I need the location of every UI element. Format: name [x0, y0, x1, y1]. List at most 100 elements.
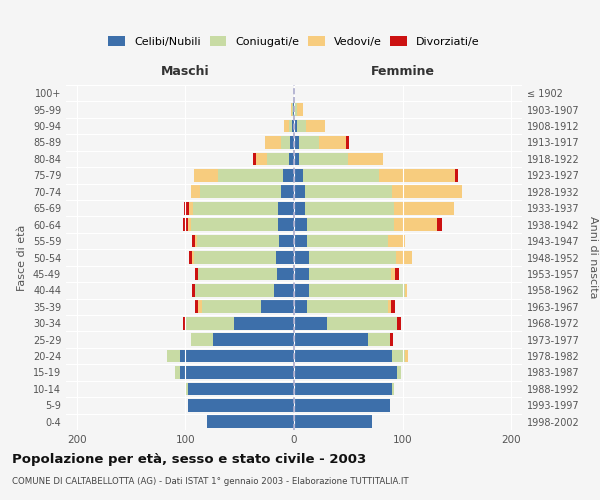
Bar [299, 136, 319, 149]
Text: Maschi: Maschi [161, 66, 210, 78]
Bar [405, 350, 408, 362]
Bar [234, 317, 294, 330]
Bar [180, 350, 294, 362]
Bar [202, 300, 262, 313]
Bar [277, 268, 294, 280]
Bar [297, 103, 302, 116]
Bar [191, 333, 212, 346]
Bar [294, 87, 295, 100]
Bar [307, 234, 388, 248]
Bar [283, 169, 294, 182]
Bar [396, 251, 412, 264]
Bar [394, 218, 437, 231]
Bar [279, 234, 294, 248]
Bar [194, 251, 275, 264]
Bar [175, 366, 180, 379]
Bar [188, 202, 193, 214]
Bar [180, 366, 294, 379]
Text: Popolazione per età, sesso e stato civile - 2003: Popolazione per età, sesso e stato civil… [12, 452, 366, 466]
Bar [397, 366, 401, 379]
Bar [455, 169, 458, 182]
Bar [348, 152, 383, 166]
Bar [293, 103, 294, 116]
Bar [388, 300, 391, 313]
Bar [185, 382, 188, 396]
Bar [275, 251, 294, 264]
Bar [294, 169, 302, 182]
Bar [199, 300, 202, 313]
Bar [184, 202, 188, 214]
Bar [200, 186, 281, 198]
Bar [392, 350, 405, 362]
Bar [307, 218, 394, 231]
Bar [194, 169, 218, 182]
Bar [278, 202, 294, 214]
Bar [294, 202, 305, 214]
Bar [294, 300, 307, 313]
Bar [437, 218, 442, 231]
Bar [218, 169, 283, 182]
Bar [265, 136, 281, 149]
Bar [188, 399, 294, 412]
Bar [294, 218, 307, 231]
Bar [392, 382, 394, 396]
Bar [368, 333, 389, 346]
Bar [394, 202, 454, 214]
Text: Femmine: Femmine [371, 66, 434, 78]
Bar [391, 300, 395, 313]
Bar [294, 366, 397, 379]
Bar [391, 268, 395, 280]
Bar [278, 218, 294, 231]
Bar [192, 234, 195, 248]
Bar [188, 251, 192, 264]
Bar [289, 120, 292, 132]
Bar [195, 300, 199, 313]
Bar [294, 251, 309, 264]
Bar [193, 202, 278, 214]
Bar [294, 333, 368, 346]
Bar [284, 120, 289, 132]
Bar [197, 234, 279, 248]
Y-axis label: Anni di nascita: Anni di nascita [588, 216, 598, 298]
Bar [294, 186, 305, 198]
Bar [212, 333, 294, 346]
Bar [256, 152, 267, 166]
Bar [346, 136, 349, 149]
Bar [392, 186, 462, 198]
Bar [281, 186, 294, 198]
Bar [185, 317, 234, 330]
Bar [395, 268, 400, 280]
Bar [192, 251, 194, 264]
Bar [188, 218, 191, 231]
Bar [299, 152, 348, 166]
Bar [302, 169, 379, 182]
Y-axis label: Fasce di età: Fasce di età [17, 224, 27, 290]
Bar [290, 136, 294, 149]
Bar [294, 416, 372, 428]
Bar [294, 399, 389, 412]
Bar [397, 317, 401, 330]
Bar [326, 317, 397, 330]
Bar [267, 152, 289, 166]
Bar [292, 120, 294, 132]
Bar [294, 152, 299, 166]
Bar [167, 350, 180, 362]
Bar [294, 284, 309, 297]
Bar [307, 300, 388, 313]
Bar [191, 218, 278, 231]
Bar [199, 268, 277, 280]
Bar [294, 317, 326, 330]
Bar [309, 284, 405, 297]
Bar [274, 284, 294, 297]
Bar [309, 251, 396, 264]
Bar [195, 234, 197, 248]
Bar [309, 268, 391, 280]
Bar [319, 136, 346, 149]
Bar [192, 284, 195, 297]
Bar [294, 234, 307, 248]
Bar [405, 284, 407, 297]
Bar [195, 284, 274, 297]
Bar [195, 268, 199, 280]
Legend: Celibi/Nubili, Coniugati/e, Vedovi/e, Divorziati/e: Celibi/Nubili, Coniugati/e, Vedovi/e, Di… [104, 32, 484, 52]
Bar [289, 152, 294, 166]
